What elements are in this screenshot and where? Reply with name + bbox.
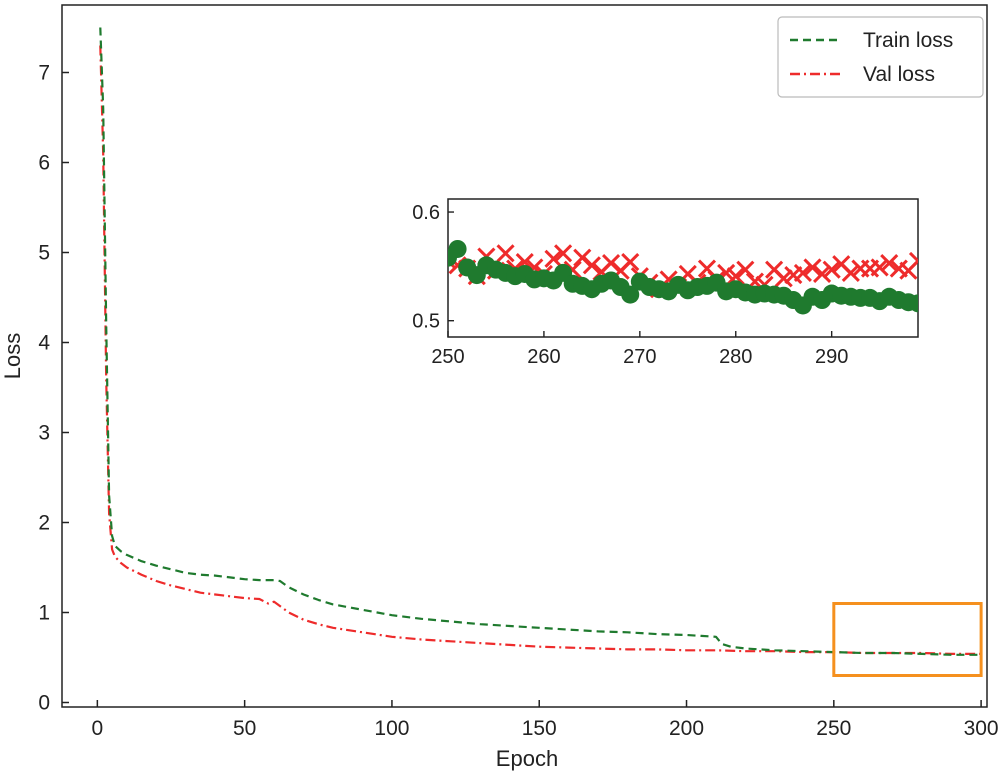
inset-markers: [448, 239, 918, 315]
inset-val-point: [554, 244, 573, 263]
inset-val-point: [736, 260, 755, 279]
inset-y-tick-label: 0.6: [412, 202, 440, 224]
y-tick-label: 7: [38, 62, 50, 85]
inset-series-group: [448, 239, 918, 315]
x-tick-label: 100: [374, 717, 409, 740]
y-tick-label: 1: [38, 602, 50, 625]
inset-val-point: [813, 264, 832, 284]
x-tick-label: 150: [522, 717, 557, 740]
y-tick-label: 4: [38, 332, 50, 355]
main-series-group: [99, 27, 982, 656]
inset-val-point: [870, 258, 889, 277]
inset-val-point: [621, 252, 640, 272]
main-y-axis: 0 1 2 3 4 5 6 7: [38, 62, 69, 715]
y-axis-label: Loss: [0, 333, 25, 379]
inset-val-point: [793, 263, 812, 282]
inset-x-tick-label: 280: [719, 346, 752, 368]
y-tick-label: 5: [38, 242, 50, 265]
inset-val-point: [803, 258, 822, 277]
val-loss-line: [99, 45, 982, 656]
legend-train-label: Train loss: [863, 29, 953, 52]
inset-y-tick-label: 0.5: [412, 311, 440, 333]
inset-x-axis: 250 260 270 280 290: [431, 331, 848, 368]
x-axis-label: Epoch: [496, 746, 558, 771]
inset-train-point: [621, 285, 640, 304]
y-tick-label: 3: [38, 422, 50, 445]
x-tick-label: 300: [964, 717, 999, 740]
legend-val-label: Val loss: [863, 63, 935, 86]
inset-val-point: [908, 251, 918, 270]
inset-val-point: [841, 263, 860, 282]
y-tick-label: 6: [38, 152, 50, 175]
legend: Train loss Val loss: [777, 16, 984, 98]
inset-x-tick-label: 250: [431, 346, 464, 368]
inset-x-tick-label: 260: [527, 346, 560, 368]
inset-val-point: [774, 269, 793, 288]
inset-val-point: [880, 254, 899, 273]
legend-box: [777, 16, 984, 98]
inset-val-point: [822, 260, 841, 279]
y-tick-label: 2: [38, 512, 50, 535]
train-loss-line: [99, 27, 982, 656]
inset-x-tick-label: 270: [623, 346, 656, 368]
main-plot-frame: [61, 4, 988, 708]
main-x-axis: 0 50 100 150 200 250 300: [92, 700, 999, 740]
inset-y-axis: 0.5 0.6: [412, 202, 454, 333]
x-tick-label: 200: [669, 717, 704, 740]
inset-val-point: [544, 249, 563, 268]
x-tick-label: 50: [233, 717, 256, 740]
y-tick-label: 0: [38, 692, 50, 715]
x-tick-label: 0: [92, 717, 104, 740]
inset-val-point: [726, 267, 745, 286]
zoom-highlight-box: [832, 602, 983, 677]
inset-val-point: [496, 244, 515, 263]
inset-train-point: [448, 239, 467, 258]
inset-chart: 250 260 270 280 290 0.5 0.6: [412, 198, 919, 368]
inset-train-point: [909, 294, 918, 313]
inset-x-tick-label: 290: [815, 346, 848, 368]
inset-val-point: [582, 256, 601, 275]
x-tick-label: 250: [816, 717, 851, 740]
